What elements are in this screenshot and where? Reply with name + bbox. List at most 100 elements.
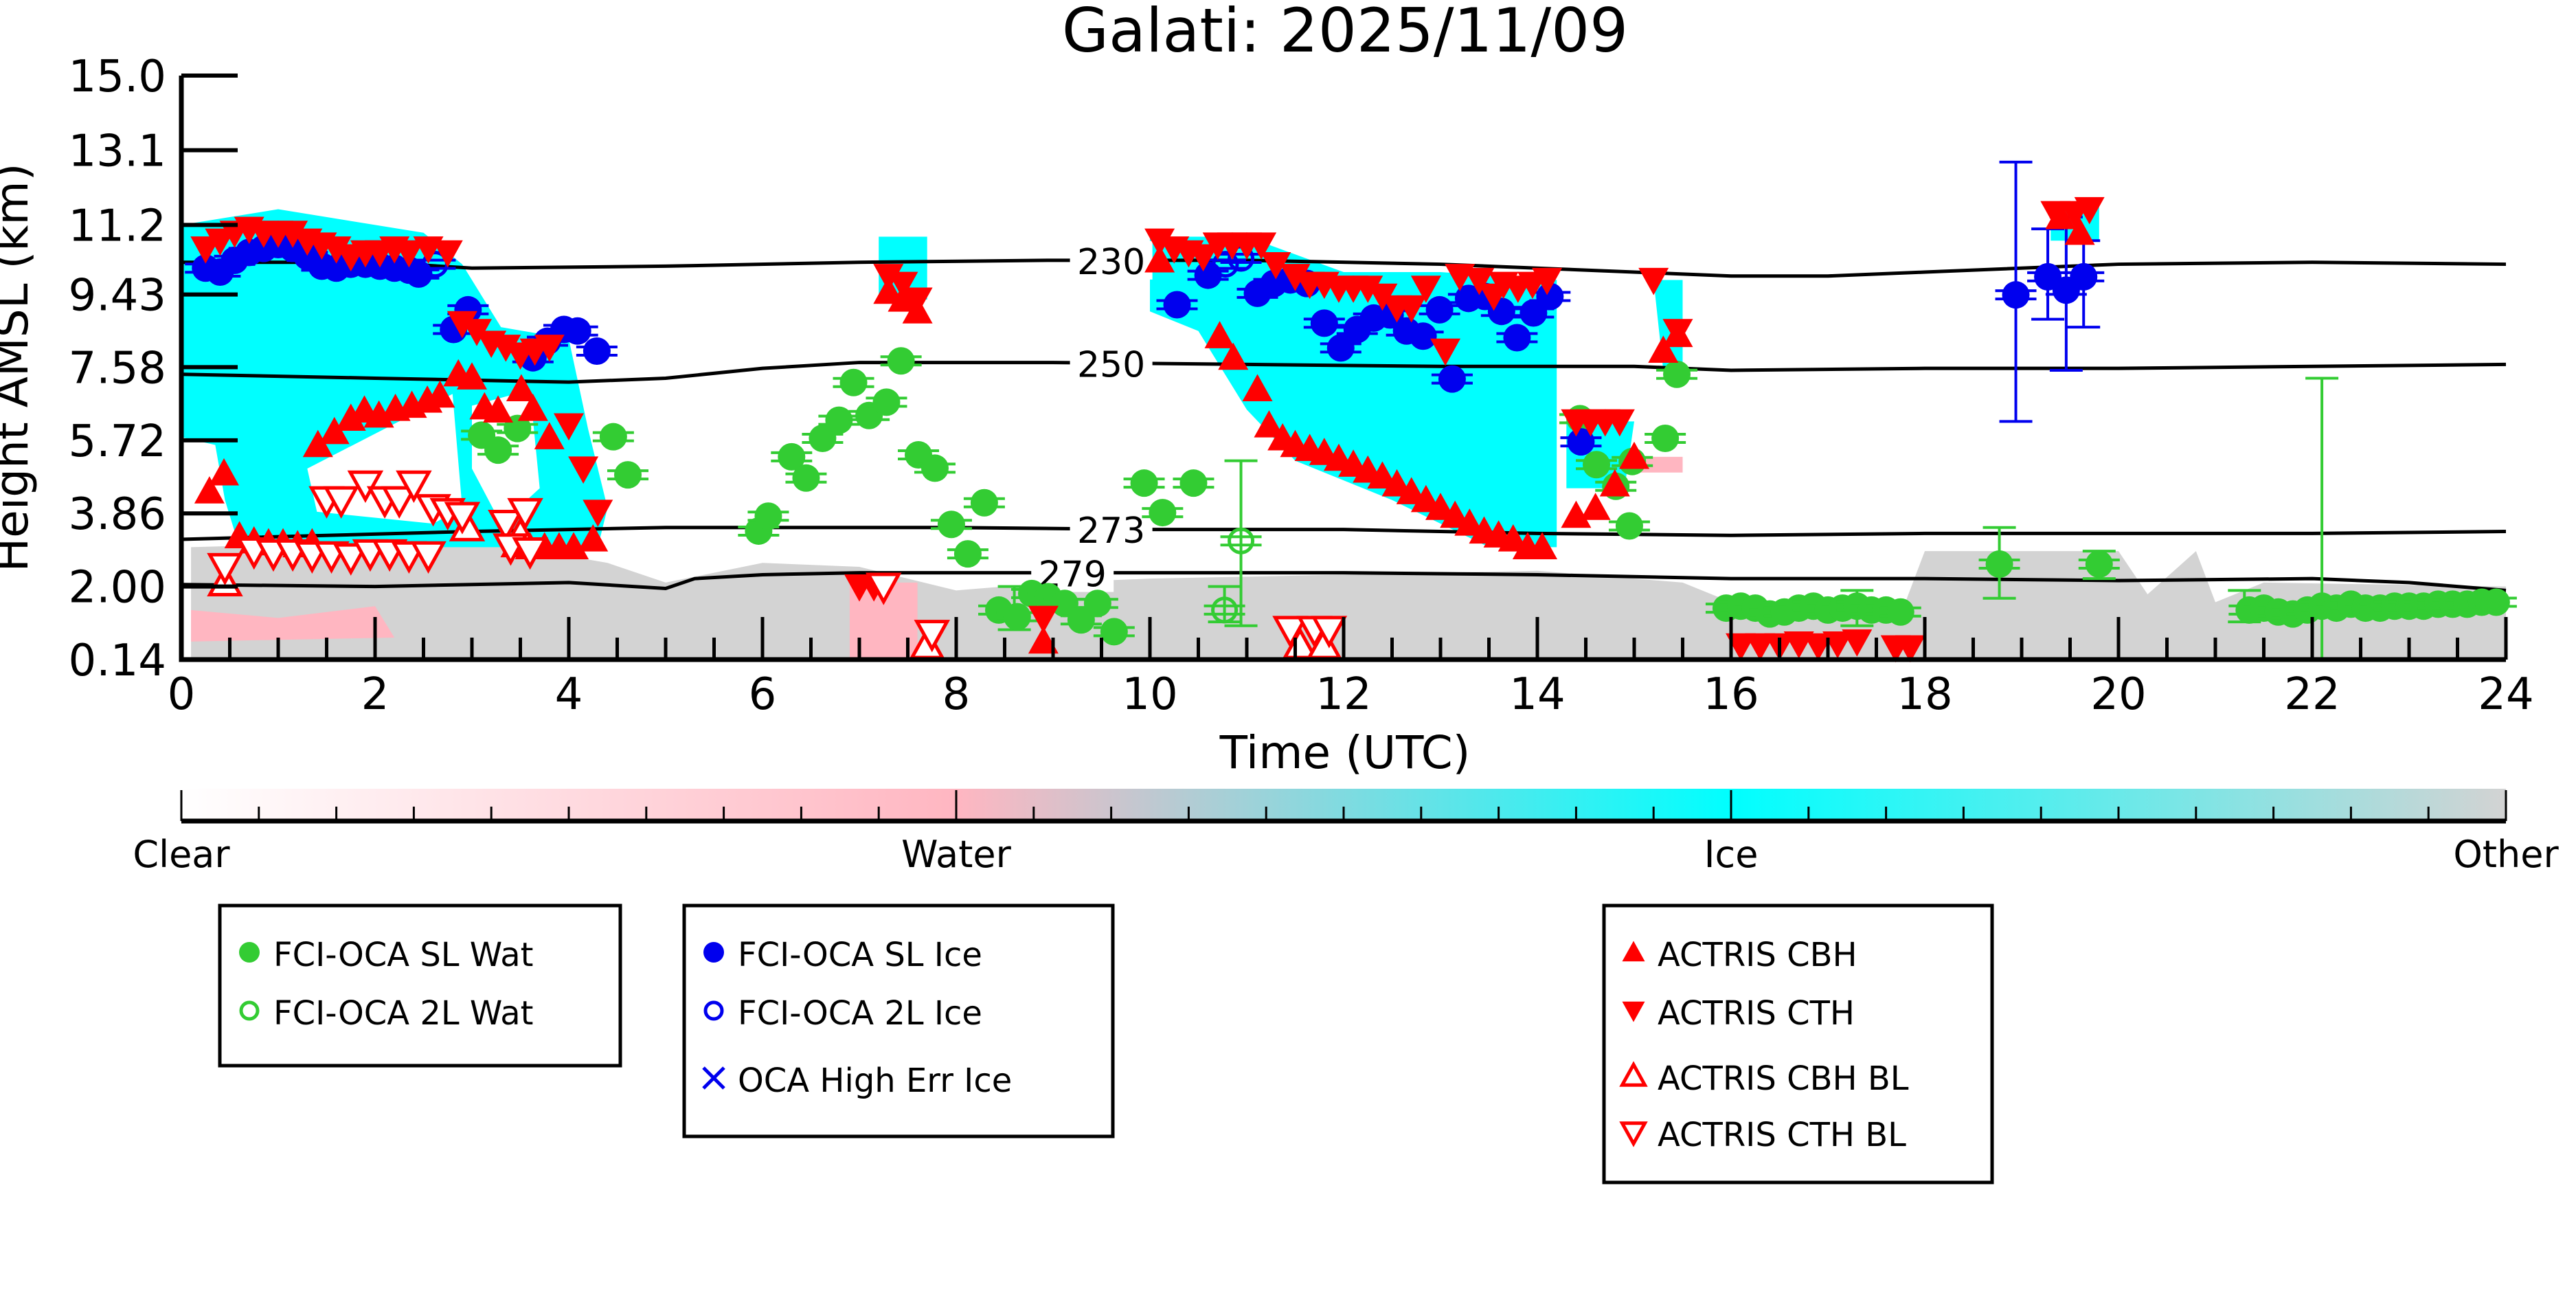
point-actris-cbh [1254, 410, 1285, 438]
point-actris-cth [1604, 409, 1635, 437]
point-fci-oca-sl-ice [1536, 282, 1564, 311]
point-actris-cth-bl [444, 502, 481, 535]
point-actris-cbh [302, 429, 333, 458]
point-actris-cbh [1580, 493, 1611, 520]
point-fci-oca-sl-wat [599, 423, 627, 451]
point-actris-cbh [506, 374, 536, 402]
x-tick-label: 12 [1315, 669, 1371, 720]
point-fci-oca-sl-ice [583, 337, 611, 365]
colorbar-label-ice: Ice [1704, 833, 1759, 876]
point-actris-cth [1246, 232, 1277, 260]
legend-marker-fci-oca-2l-ice [703, 1000, 724, 1021]
point-actris-cth [1144, 228, 1175, 256]
point-actris-cbh [1396, 477, 1427, 504]
y-tick-label: 5.72 [69, 416, 167, 467]
point-fci-oca-sl-wat [484, 436, 512, 464]
data-markers [185, 160, 2517, 663]
errorbar-fci-oca-2l-ice [1220, 252, 1262, 264]
point-actris-cth [1662, 319, 1693, 346]
colorbar-label-other: Other [2453, 833, 2559, 876]
point-actris-cth [1895, 635, 1925, 663]
errorbar-fci-oca-2l-wat [1224, 459, 1258, 627]
point-actris-cbh [578, 524, 609, 552]
x-tick-label: 6 [749, 669, 777, 720]
point-fci-oca-sl-ice [563, 317, 591, 345]
point-fci-oca-2l-wat [1228, 527, 1255, 554]
point-actris-cbh [1204, 321, 1235, 348]
x-tick-label: 4 [555, 669, 583, 720]
contour-line-279 [181, 571, 2507, 592]
x-tick-label: 2 [361, 669, 389, 720]
point-actris-cth [1353, 276, 1383, 303]
errorbar-fci-oca-2l-wat [1204, 604, 1245, 616]
point-actris-cth [190, 236, 221, 264]
point-fci-oca-sl-wat [1149, 499, 1177, 527]
point-actris-cth [205, 228, 236, 256]
x-tick-label: 8 [942, 669, 971, 720]
point-actris-cbh [1381, 469, 1412, 497]
point-actris-cbh [209, 458, 240, 486]
point-actris-cth-bl [1272, 616, 1309, 649]
legend-marker-actris-cth-bl [1619, 1121, 1648, 1147]
point-actris-cth [1822, 631, 1853, 659]
legend-label: FCI-OCA 2L Ice [738, 994, 982, 1033]
x-tick-label: 10 [1122, 669, 1177, 720]
legend-box [682, 903, 1115, 1138]
point-fci-oca-sl-ice [1310, 309, 1338, 337]
legends: FCI-OCA SL Wat FCI-OCA 2L Wat FCI-OCA SL I… [218, 903, 1994, 1185]
point-fci-oca-2l-wat [1211, 596, 1239, 624]
legend-label: FCI-OCA SL Ice [738, 936, 982, 974]
point-fci-oca-sl-wat [754, 502, 782, 530]
point-actris-cbh [1410, 484, 1441, 513]
point-actris-cth [2040, 201, 2071, 229]
point-actris-cth [1261, 251, 1291, 280]
curtain-region-water [191, 606, 395, 642]
point-actris-cth-bl [396, 470, 432, 504]
point-actris-cbh [1619, 441, 1649, 469]
x-tick-label: 24 [2478, 669, 2533, 720]
point-actris-cth [278, 221, 308, 248]
point-fci-oca-sl-ice [2070, 262, 2098, 291]
point-fci-oca-sl-wat [1615, 512, 1643, 540]
point-fci-oca-sl-wat [1583, 451, 1611, 479]
point-fci-oca-sl-wat [614, 461, 642, 489]
x-tick-label: 22 [2284, 669, 2340, 720]
point-actris-cth-bl [347, 470, 384, 504]
legend-marker-actris-cth [1622, 1001, 1645, 1022]
point-actris-cth [447, 311, 477, 339]
point-actris-cth [432, 240, 463, 268]
point-actris-cth [1464, 267, 1495, 295]
point-actris-cth [1745, 633, 1776, 661]
contour-label-bg [1070, 240, 1153, 280]
point-fci-oca-sl-ice [1194, 261, 1222, 289]
point-actris-cth-bl [507, 497, 543, 531]
point-actris-cth [1188, 244, 1219, 272]
point-actris-cth [568, 456, 599, 484]
legend-marker-actris-cbh-bl [1619, 1061, 1648, 1087]
y-tick-label: 7.58 [69, 343, 167, 394]
point-fci-oca-sl-wat [920, 454, 949, 482]
point-actris-cth [1028, 605, 1059, 633]
point-actris-cth [888, 271, 918, 300]
point-fci-oca-sl-wat [872, 388, 901, 416]
point-actris-cth [1396, 295, 1427, 323]
point-actris-cbh [558, 532, 589, 560]
point-actris-cth-bl [323, 486, 359, 519]
point-fci-oca-sl-wat [778, 442, 806, 471]
point-actris-cth-bl [488, 509, 524, 543]
point-actris-cth [1803, 633, 1833, 661]
point-fci-oca-sl-wat [1130, 469, 1158, 497]
point-actris-cbh [534, 422, 565, 449]
point-fci-oca-sl-wat [1179, 469, 1208, 497]
point-actris-cbh [194, 476, 225, 504]
point-fci-oca-sl-wat [953, 540, 982, 568]
point-actris-cth-bl [381, 486, 418, 519]
point-actris-cbh [425, 380, 455, 408]
contour-label-bg [1070, 344, 1153, 383]
point-fci-oca-sl-wat [1886, 598, 1914, 626]
legend-marker-oca-high-err-ice [702, 1066, 725, 1090]
y-tick-label: 15.0 [69, 52, 167, 102]
point-fci-oca-sl-wat [825, 406, 853, 434]
